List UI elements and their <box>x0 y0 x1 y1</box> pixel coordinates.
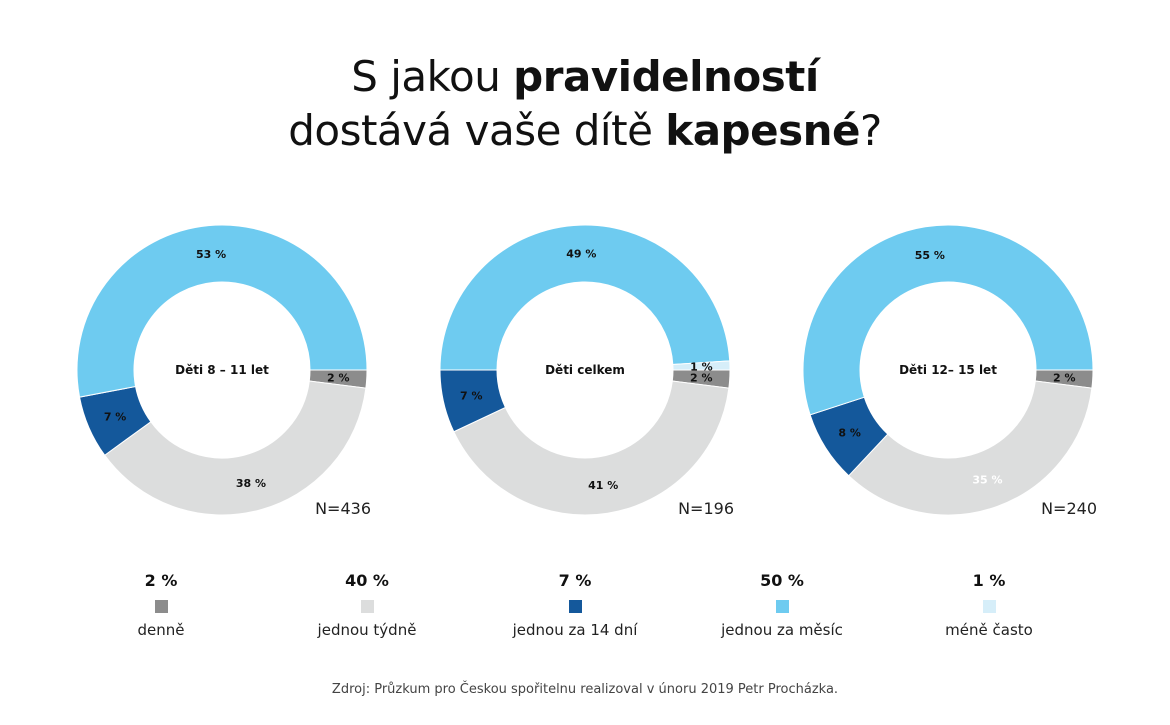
title-line-2-bold: kapesné <box>665 106 860 155</box>
sample-size-label: N=240 <box>1041 499 1097 518</box>
title-line-2-regular: dostává vaše dítě <box>288 106 666 155</box>
slice-jednou-za-mesic <box>76 224 368 398</box>
center-label: Děti 12– 15 let <box>899 363 997 377</box>
slice-jednou-tydne <box>103 380 367 516</box>
source-note: Zdroj: Průzkum pro Českou spořitelnu rea… <box>331 682 839 697</box>
legend-item-jednou-za-mesic: 50 % jednou za měsíc <box>672 570 892 641</box>
slice-label-jednou-za-mesic: 53 % <box>196 248 226 261</box>
legend-swatch <box>982 600 996 613</box>
donut-chart-3: 2 % 35 % 8 % 55 % Děti 12– 15 let N=240 <box>802 224 1097 518</box>
legend-pct: 50 % <box>760 571 804 590</box>
legend-item-jednou-tydne: 40 % jednou týdně <box>257 570 477 641</box>
slice-label-denne: 2 % <box>690 371 713 384</box>
sample-size-label: N=196 <box>678 499 734 518</box>
title-line-1-regular: S jakou <box>351 52 514 101</box>
center-label: Děti 8 – 11 let <box>175 363 269 377</box>
slice-label-jednou-za-mesic: 55 % <box>915 249 945 262</box>
legend-swatch <box>154 600 168 613</box>
sample-size-label: N=436 <box>315 499 371 518</box>
donut-chart-2: 2 % 41 % 7 % 49 % 1 % Děti celkem N=196 <box>439 224 734 518</box>
slice-label-jednou-tydne: 38 % <box>236 477 266 490</box>
slice-mene-casto <box>672 360 731 371</box>
legend-pct: 40 % <box>345 571 389 590</box>
title-line-2-suffix: ? <box>859 106 882 155</box>
chart-title-line-1: S jakou pravidelností <box>0 50 1170 104</box>
legend-swatch <box>568 600 582 613</box>
donut-charts: 2 % 38 % 7 % 53 % Děti 8 – 11 let N=436 2 % 41 … <box>76 224 1097 518</box>
slice-label-jednou-za-14-dni: 7 % <box>104 410 127 423</box>
title-line-1-bold: pravidelností <box>513 52 819 101</box>
legend-pct: 1 % <box>972 571 1006 590</box>
legend-label: méně často <box>945 621 1033 639</box>
legend-item-denne: 2 % denně <box>51 570 271 641</box>
slice-jednou-tydne <box>453 380 730 516</box>
legend-swatch <box>775 600 789 613</box>
legend-label: jednou týdně <box>317 621 417 639</box>
slice-label-jednou-tydne: 41 % <box>588 479 618 492</box>
slice-label-denne: 2 % <box>1053 371 1076 384</box>
slice-label-jednou-za-14-dni: 7 % <box>460 389 483 402</box>
slice-label-jednou-tydne: 35 % <box>972 474 1002 487</box>
slice-label-mene-casto: 1 % <box>690 360 713 373</box>
legend-item-jednou-za-14-dni: 7 % jednou za 14 dní <box>465 570 685 641</box>
legend-label: denně <box>137 621 185 639</box>
legend-swatch <box>360 600 374 613</box>
donut-chart-1: 2 % 38 % 7 % 53 % Děti 8 – 11 let N=436 <box>76 224 371 518</box>
slice-jednou-za-mesic <box>802 224 1094 416</box>
legend-item-mene-casto: 1 % méně často <box>879 570 1099 641</box>
legend-pct: 7 % <box>558 571 592 590</box>
legend-label: jednou za 14 dní <box>512 621 638 639</box>
chart-title-line-2: dostává vaše dítě kapesné? <box>0 104 1170 158</box>
legend-label: jednou za měsíc <box>721 621 843 639</box>
slice-label-jednou-za-14-dni: 8 % <box>838 426 861 439</box>
slice-jednou-tydne <box>848 380 1093 516</box>
center-label: Děti celkem <box>545 363 625 377</box>
slice-jednou-za-mesic <box>439 224 731 371</box>
legend: 2 % denně 40 % jednou týdně 7 % jednou z… <box>0 570 1170 650</box>
slice-label-jednou-za-mesic: 49 % <box>566 248 596 261</box>
slice-label-denne: 2 % <box>327 371 350 384</box>
legend-pct: 2 % <box>144 571 178 590</box>
